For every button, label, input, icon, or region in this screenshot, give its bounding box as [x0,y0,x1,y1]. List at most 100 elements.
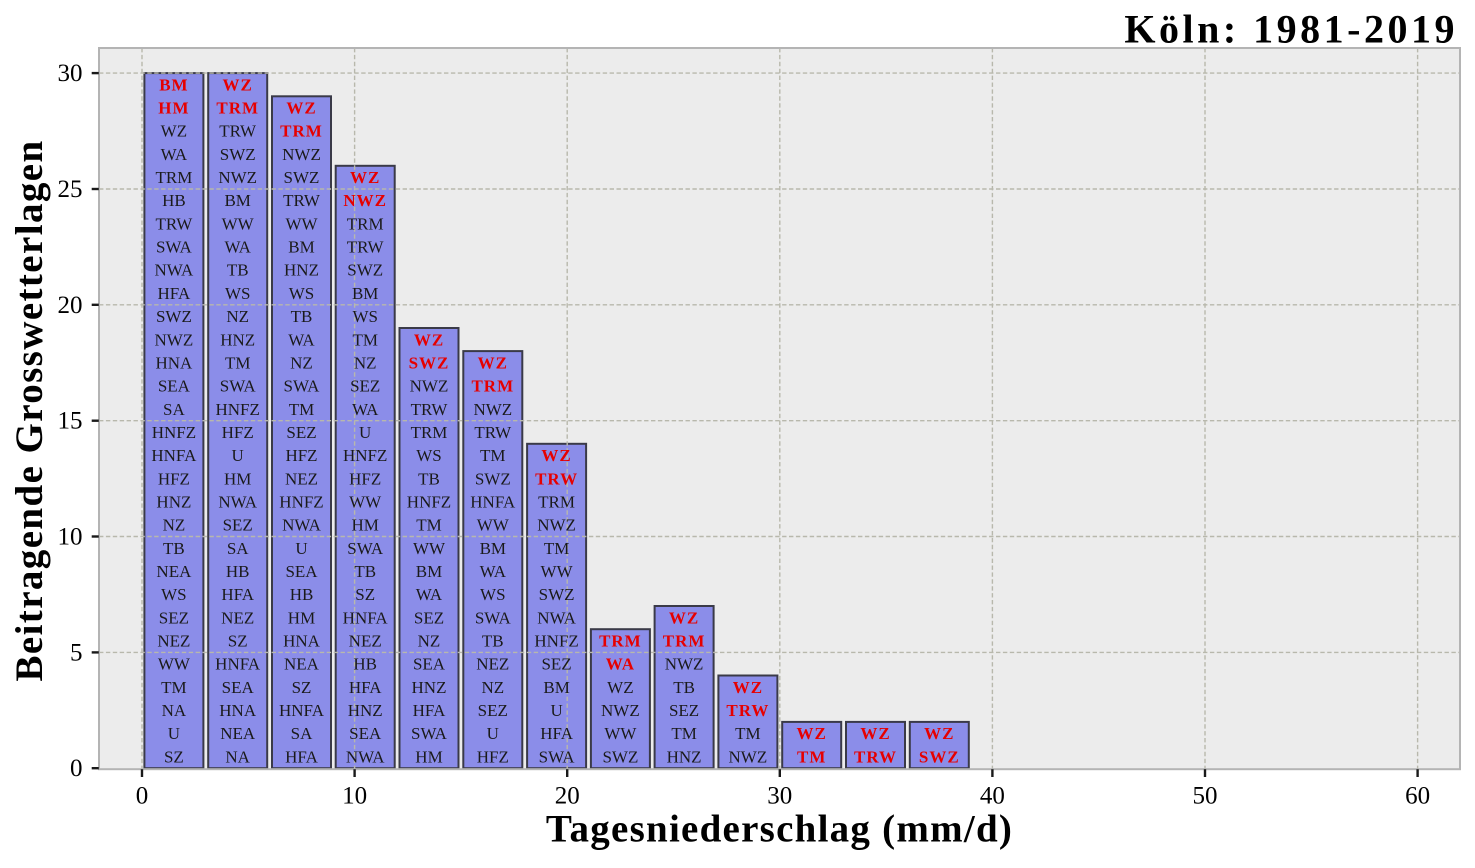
svg-text:SZ: SZ [164,747,184,766]
svg-text:40: 40 [980,782,1005,809]
svg-text:HNFZ: HNFZ [407,492,451,511]
svg-text:SEZ: SEZ [159,608,189,627]
svg-text:NWZ: NWZ [729,747,768,766]
svg-text:SWA: SWA [347,539,384,558]
svg-text:30: 30 [58,60,83,87]
svg-text:U: U [295,539,307,558]
svg-text:10: 10 [342,782,367,809]
svg-text:WZ: WZ [414,330,444,349]
svg-text:15: 15 [58,408,83,435]
svg-text:HNFZ: HNFZ [343,446,387,465]
svg-text:NWZ: NWZ [665,655,704,674]
svg-text:HM: HM [415,747,442,766]
svg-text:NWA: NWA [218,492,257,511]
svg-text:NZ: NZ [418,632,441,651]
svg-text:NEA: NEA [156,562,192,581]
svg-text:SWA: SWA [539,747,576,766]
svg-text:HNFA: HNFA [279,701,325,720]
svg-text:NWZ: NWZ [155,330,194,349]
svg-text:U: U [550,701,562,720]
svg-text:TRW: TRW [474,423,512,442]
svg-text:TRW: TRW [155,214,193,233]
svg-text:HNFA: HNFA [151,446,197,465]
svg-text:SEZ: SEZ [286,423,316,442]
svg-text:SWZ: SWZ [919,747,960,766]
svg-text:TRM: TRM [471,377,514,396]
svg-text:SWA: SWA [284,377,321,396]
svg-text:HFA: HFA [158,284,191,303]
svg-text:U: U [487,724,499,743]
svg-text:WZ: WZ [161,122,187,141]
svg-text:SWZ: SWZ [220,145,256,164]
svg-text:WW: WW [413,539,446,558]
svg-text:HNFZ: HNFZ [279,492,323,511]
svg-text:NWA: NWA [537,608,576,627]
svg-text:WZ: WZ [669,608,699,627]
svg-text:SWZ: SWZ [539,585,575,604]
svg-text:NWZ: NWZ [410,377,449,396]
svg-text:HNZ: HNZ [220,330,255,349]
svg-text:HM: HM [224,469,251,488]
svg-text:HFA: HFA [349,678,382,697]
svg-text:NWZ: NWZ [537,516,576,535]
svg-text:BM: BM [480,539,506,558]
svg-text:BM: BM [288,238,314,257]
svg-text:HNZ: HNZ [156,492,191,511]
svg-text:HM: HM [288,608,315,627]
svg-text:HNA: HNA [283,632,321,651]
svg-text:HNFA: HNFA [215,655,261,674]
svg-text:SWA: SWA [475,608,512,627]
svg-text:U: U [232,446,244,465]
svg-text:BM: BM [416,562,442,581]
svg-text:SWZ: SWZ [602,747,638,766]
svg-text:HB: HB [226,562,250,581]
svg-text:HFA: HFA [285,747,318,766]
svg-text:TRM: TRM [216,99,259,118]
svg-text:SWZ: SWZ [156,307,192,326]
svg-text:WA: WA [288,330,315,349]
svg-text:HNZ: HNZ [348,701,383,720]
svg-text:NEA: NEA [220,724,256,743]
svg-text:HFZ: HFZ [285,446,317,465]
svg-text:TM: TM [480,446,506,465]
svg-text:WZ: WZ [223,75,253,94]
svg-text:NZ: NZ [226,307,249,326]
svg-text:SEZ: SEZ [669,701,699,720]
svg-text:WW: WW [541,562,574,581]
svg-text:25: 25 [58,176,83,203]
svg-text:SWZ: SWZ [284,168,320,187]
svg-text:TB: TB [227,261,249,280]
svg-text:WS: WS [480,585,506,604]
svg-text:HFZ: HFZ [222,423,254,442]
svg-text:WZ: WZ [797,724,827,743]
svg-text:U: U [359,423,371,442]
svg-text:SWA: SWA [156,238,193,257]
svg-text:TRM: TRM [347,214,384,233]
svg-text:WA: WA [224,238,251,257]
svg-text:60: 60 [1405,782,1430,809]
svg-text:HNZ: HNZ [412,678,447,697]
svg-text:SA: SA [163,400,185,419]
svg-text:WS: WS [225,284,251,303]
svg-text:TB: TB [418,469,440,488]
svg-text:U: U [168,724,180,743]
svg-text:TM: TM [416,516,442,535]
svg-text:HB: HB [353,655,377,674]
svg-text:NEZ: NEZ [221,608,254,627]
svg-text:TM: TM [225,353,251,372]
svg-text:WS: WS [289,284,315,303]
svg-text:20: 20 [555,782,580,809]
svg-text:NZ: NZ [290,353,313,372]
svg-text:HNA: HNA [219,701,257,720]
svg-text:NWZ: NWZ [282,145,321,164]
svg-text:SEA: SEA [413,655,446,674]
svg-text:SZ: SZ [355,585,375,604]
svg-text:SA: SA [227,539,249,558]
svg-text:HNZ: HNZ [667,747,702,766]
svg-text:SEZ: SEZ [478,701,508,720]
svg-text:NWZ: NWZ [218,168,257,187]
svg-text:WW: WW [158,655,191,674]
svg-text:HNFA: HNFA [343,608,389,627]
svg-text:TRM: TRM [155,168,192,187]
svg-text:NWA: NWA [282,516,321,535]
